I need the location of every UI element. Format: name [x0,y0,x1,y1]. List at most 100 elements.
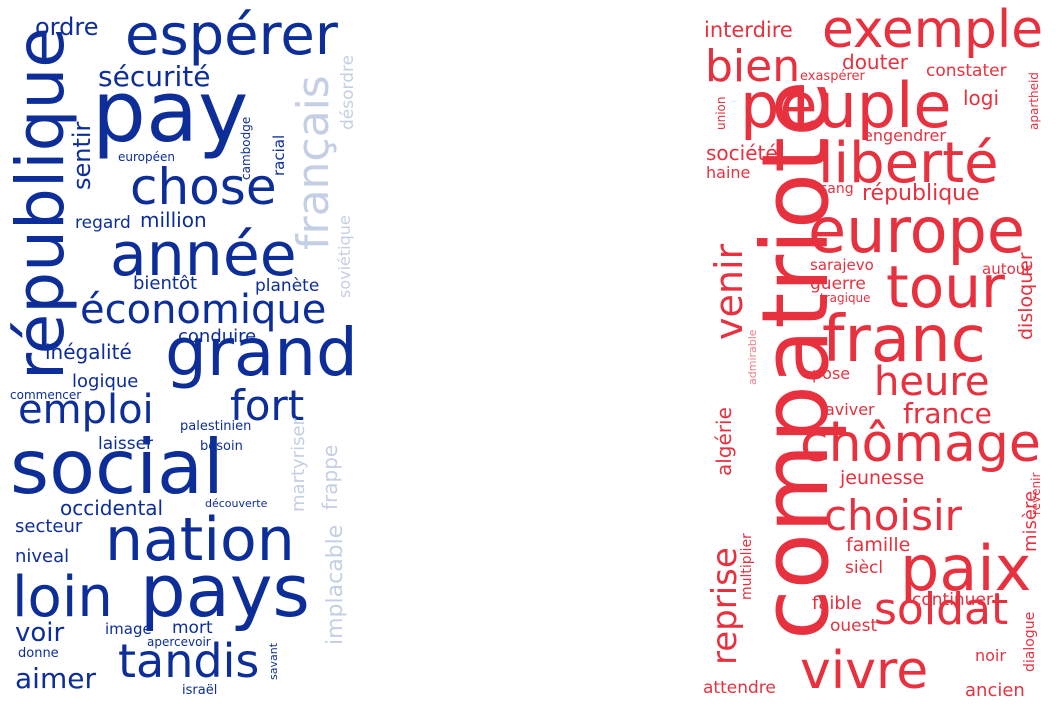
cloud-word: interdire [704,18,793,42]
cloud-word: guerre [810,274,866,294]
cloud-word: martyriser [288,418,309,512]
cloud-word: ouest [830,616,878,636]
cloud-word: occidental [60,496,164,520]
cloud-word: chômage [800,414,1041,474]
cloud-word: choisir [824,491,962,540]
cloud-word: pays [140,549,310,633]
cloud-word: union [714,96,728,131]
cloud-word: autour [982,260,1032,278]
cloud-word: chose [130,158,277,216]
cloud-word: liberté [818,131,999,196]
cloud-word: siècl [845,558,884,578]
cloud-word: loin [12,565,113,630]
cloud-word: continuer [912,590,993,610]
cloud-word: niveal [15,546,70,567]
cloud-word: haine [706,163,751,182]
cloud-word: espérer [125,3,338,68]
cloud-word: constater [926,61,1007,81]
cloud-word: planète [255,276,320,296]
cloud-word: douter [842,50,908,74]
cloud-word: société [706,141,778,165]
cloud-word: heure [874,359,990,405]
cloud-word: voir [15,618,65,648]
cloud-word: exaspérer [800,69,865,84]
cloud-word: emploi [18,387,154,433]
cloud-word: inégalité [45,340,132,364]
cloud-word: laisser [98,434,154,454]
blue-word-cloud: espérer pay république chose année grand socia… [0,0,360,713]
cloud-word: besoin [200,439,243,454]
cloud-word: commencer [10,388,82,402]
cloud-word: reprise [705,547,745,665]
cloud-word: france [903,397,992,430]
cloud-word: grand [165,314,358,391]
cloud-word: jeunesse [840,467,925,489]
cloud-word: admirable [746,329,759,385]
cloud-word: tragique [820,291,871,305]
cloud-word: engendrer [863,126,946,145]
cloud-word: découverte [205,497,268,510]
cloud-word: européen [118,150,175,164]
cloud-word: économique [80,287,327,333]
cloud-word: image [105,620,152,638]
cloud-word: social [10,423,224,511]
cloud-word: algérie [712,407,736,476]
cloud-word: nation [105,505,295,575]
cloud-word: revenir [1029,472,1043,515]
cloud-word: paix [900,532,1032,605]
cloud-word: ancien [965,680,1025,701]
cloud-word: désordre [338,54,358,130]
cloud-word: faible [812,593,862,614]
cloud-word: année [110,220,297,290]
cloud-word: bien [705,41,801,92]
cloud-word: aviver [825,400,875,419]
cloud-word: français [288,75,339,250]
cloud-word: république [862,181,980,206]
cloud-word: tour [886,253,1005,321]
cloud-word: million [140,208,207,232]
cloud-word: apartheid [1027,72,1041,130]
cloud-word: multiplier [739,533,755,600]
cloud-word: donne [18,646,59,661]
cloud-word: famille [846,534,911,556]
cloud-word: sentir [68,121,96,190]
cloud-word: venir [707,243,751,340]
cloud-word: disloquer [1015,252,1037,340]
cloud-word: attendre [703,678,776,698]
cloud-word: cambodge [239,116,253,180]
cloud-word: racial [270,134,288,176]
cloud-word: dialogue [1022,611,1038,672]
cloud-word: pose [812,364,851,383]
cloud-word: israël [182,683,218,698]
cloud-word: peuple [740,69,952,142]
cloud-word: pay [92,63,249,162]
cloud-word: noir [975,646,1006,665]
cloud-word: tandis [118,634,260,688]
cloud-word: soviétique [335,215,354,298]
cloud-word: secteur [15,516,83,537]
cloud-word: logi [963,86,1000,110]
cloud-word: europe [808,194,1025,267]
cloud-word: fort [230,381,305,430]
cloud-word: bientôt [133,273,198,294]
cloud-word: conduire [178,326,257,347]
cloud-word: franc [822,303,986,377]
cloud-word: palestinien [180,419,252,434]
cloud-word: sarajevo [810,256,874,274]
cloud-word: savant [267,642,280,680]
cloud-word: exemple [822,0,1044,60]
cloud-word: logique [72,371,139,392]
cloud-word: sang [820,181,854,197]
cloud-word: apercevoir [147,635,211,649]
cloud-word: implacable [323,524,348,645]
cloud-word: vivre [800,641,929,701]
cloud-word: soldat [874,584,1009,635]
red-word-cloud: exemple peuple liberté compatriote europe tou… [700,0,1045,713]
cloud-word: sécurité [98,60,211,93]
cloud-word: aimer [15,662,96,695]
cloud-word: ordre [35,13,99,41]
cloud-word: mort [172,618,213,638]
cloud-word: république [2,27,79,380]
cloud-word: regard [75,213,131,233]
cloud-word: frappe [318,444,342,510]
